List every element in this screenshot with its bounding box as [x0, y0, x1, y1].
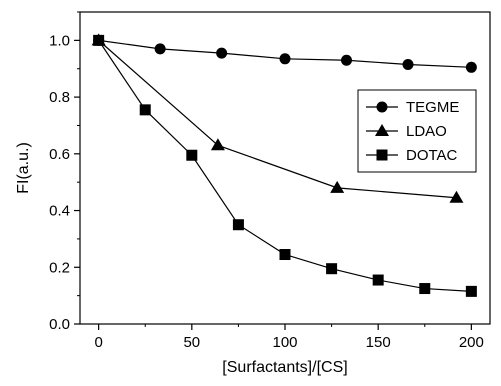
x-tick-label: 100 [272, 334, 297, 351]
data-point-dotac [186, 149, 198, 161]
legend-label-tegme: TEGME [406, 99, 459, 116]
data-point-dotac [232, 219, 244, 231]
axes [74, 11, 491, 330]
y-tick-label: 0.6 [49, 146, 70, 163]
data-point-tegme [402, 58, 414, 70]
legend-marker-tegme [376, 101, 388, 113]
x-tick-label: 150 [366, 334, 391, 351]
y-tick-label: 0.0 [49, 316, 70, 333]
data-point-dotac [326, 263, 338, 275]
y-tick-label: 0.2 [49, 259, 70, 276]
data-point-tegme [216, 47, 228, 59]
x-tick-label: 0 [94, 334, 102, 351]
x-axis-title: [Surfactants]/[CS] [222, 359, 347, 376]
legend-label-dotac: DOTAC [406, 147, 458, 164]
data-point-tegme [465, 61, 477, 73]
data-point-ldao [210, 138, 225, 151]
x-tick-label: 200 [459, 334, 484, 351]
data-point-tegme [341, 54, 352, 66]
data-point-dotac [419, 283, 431, 295]
series-line-ldao [98, 39, 457, 199]
tick-labels: 0 50 100 150 200 0.0 0.2 0.4 0.6 0.8 1.0 [49, 32, 484, 351]
series-markers [91, 33, 477, 297]
legend: TEGME LDAO DOTAC [357, 89, 477, 173]
legend-label-ldao: LDAO [406, 123, 447, 140]
data-point-tegme [279, 53, 291, 65]
y-axis-title: FI(a.u.) [15, 142, 32, 194]
data-point-ldao [330, 180, 345, 193]
data-point-tegme [154, 43, 166, 55]
x-tick-label: 50 [183, 334, 200, 351]
y-tick-label: 1.0 [49, 32, 70, 49]
data-point-dotac [279, 249, 291, 261]
data-point-dotac [139, 104, 151, 116]
data-point-ldao [449, 190, 464, 203]
y-tick-label: 0.4 [49, 203, 70, 220]
data-point-dotac [93, 34, 105, 46]
data-point-dotac [465, 285, 477, 297]
y-tick-label: 0.8 [49, 89, 70, 106]
legend-marker-dotac [376, 149, 388, 161]
data-point-dotac [372, 274, 384, 286]
legend-marker-ldao [375, 124, 389, 136]
